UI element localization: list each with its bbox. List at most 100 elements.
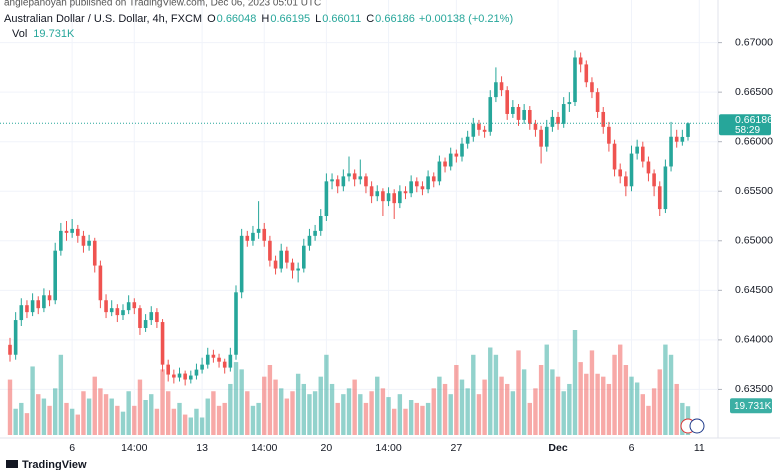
candle-body [544, 126, 549, 147]
candle-body [341, 176, 346, 187]
candle-body [126, 302, 131, 311]
x-tick-label: 14:00 [251, 442, 277, 454]
candle-body [652, 173, 656, 187]
volume-bar [295, 373, 301, 435]
volume-bar [646, 405, 651, 435]
volume-bar [499, 376, 504, 435]
volume-bar [160, 369, 165, 435]
volume-bar [36, 394, 41, 435]
volume-bar [30, 366, 35, 435]
volume-bar [137, 379, 143, 435]
volume-bar [307, 394, 312, 435]
volume-bar [612, 354, 617, 435]
y-tick-label: 0.66000 [735, 135, 773, 147]
brand: TradingView [6, 459, 87, 470]
candle-body [590, 82, 594, 93]
candle-body [663, 166, 668, 210]
volume-pane [7, 330, 691, 435]
volume-bar [222, 402, 227, 435]
volume-bar [680, 402, 685, 435]
volume-bar [505, 383, 510, 435]
ohlc-value: 0.66048 [217, 13, 257, 25]
volume-bar [103, 394, 109, 435]
candle-body [460, 143, 464, 157]
volume-bar [488, 347, 493, 435]
candle-body [641, 146, 645, 162]
ohlc-letter: O [207, 13, 216, 25]
candle-body [595, 92, 600, 112]
candle-body [578, 57, 583, 65]
volume-bar [194, 408, 199, 435]
candle-body [19, 305, 24, 321]
candle-body [454, 153, 459, 157]
volume-bar [267, 365, 273, 435]
volume-bar [132, 405, 137, 435]
candle-body [234, 292, 238, 355]
volume-bar [589, 350, 595, 435]
volume-title: Vol [12, 28, 27, 40]
candle-body [352, 173, 357, 180]
volume-bar [668, 354, 674, 435]
volume-bar [521, 369, 527, 435]
candle-body [256, 228, 261, 233]
candle-body [364, 176, 368, 187]
volume-bar [420, 405, 425, 435]
volume-bar [318, 376, 323, 435]
volume-bar [149, 394, 154, 435]
volume-bar [634, 382, 640, 435]
y-tick-label: 0.64500 [735, 284, 773, 296]
volume-bar [166, 391, 171, 435]
volume-bar [397, 394, 403, 435]
volume-bar [13, 408, 18, 435]
volume-bar [403, 408, 408, 435]
candle-body [629, 153, 634, 187]
ohlc-value: 0.66186 [375, 13, 415, 25]
volume-bar [182, 414, 188, 435]
volume-bar [245, 391, 250, 435]
volume-bar [262, 376, 267, 435]
volume-bar [329, 383, 335, 435]
volume-bar [408, 400, 414, 435]
ohlc-letter: L [315, 13, 321, 25]
candle-body [324, 181, 329, 217]
candle-body [686, 123, 690, 137]
volume-bar [414, 402, 419, 435]
last-price-box [719, 114, 771, 136]
candle-body [488, 97, 493, 132]
volume-bar [341, 394, 346, 435]
volume-bar [663, 344, 668, 435]
volume-bar [465, 388, 470, 435]
candle-body [646, 161, 651, 174]
candle-body [47, 295, 52, 301]
volume-bar [363, 402, 369, 435]
flags [680, 418, 705, 434]
x-tick-label: Dec [548, 442, 567, 454]
candle-body [211, 354, 216, 358]
volume-bar [86, 398, 92, 435]
candle-body [268, 240, 272, 261]
brand-logo [6, 460, 18, 468]
candle-body [13, 320, 18, 355]
ohlc-value: 0.66195 [270, 13, 310, 25]
published-note: anglepanoyan published on TradingView.co… [4, 0, 321, 9]
candle-body [381, 191, 385, 202]
volume-bar [188, 417, 193, 435]
ohlc-letter: C [366, 13, 374, 25]
candle-body [8, 344, 12, 355]
volume-bar [143, 400, 148, 435]
volume-bar [550, 369, 555, 435]
candle-body [335, 179, 340, 187]
ohlc-letter: H [261, 13, 269, 25]
candle-body [318, 216, 323, 231]
candle-body [81, 235, 86, 246]
candle-body [556, 116, 560, 124]
candle-body [104, 300, 108, 313]
candle-body [601, 111, 606, 127]
volume-bar [211, 391, 216, 435]
candle-body [64, 230, 69, 233]
volume-bar [448, 394, 453, 435]
candle-body [612, 143, 617, 170]
candle-body [426, 176, 430, 190]
volume-bar [216, 405, 222, 435]
